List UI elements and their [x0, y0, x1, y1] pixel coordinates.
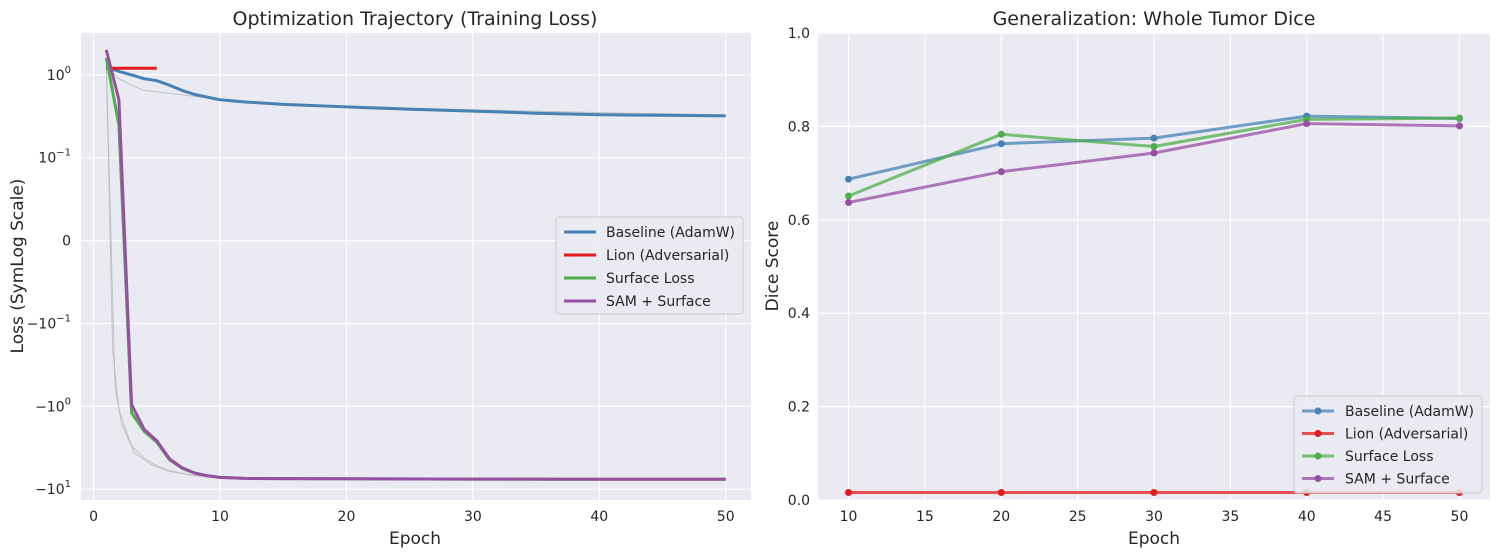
- dice-x-tick-label: 40: [1298, 509, 1316, 525]
- dice-point-sam-surface: [1456, 122, 1463, 130]
- loss-y-axis-label: Loss (SymLog Scale): [8, 179, 28, 354]
- loss-legend-label: Baseline (AdamW): [606, 225, 735, 241]
- dice-legend-label: Surface Loss: [1345, 449, 1434, 465]
- dice-legend-marker: [1314, 475, 1322, 482]
- loss-chart-title: Optimization Trajectory (Training Loss): [233, 8, 598, 30]
- dice-legend-label: SAM + Surface: [1345, 472, 1450, 488]
- dice-point-lion-adversarial: [997, 489, 1005, 496]
- dice-x-tick-label: 10: [840, 509, 858, 525]
- dice-point-sam-surface: [845, 199, 852, 206]
- loss-gridlines: [81, 33, 751, 500]
- dice-legend-label: Baseline (AdamW): [1345, 404, 1474, 420]
- dice-legend-label: Lion (Adversarial): [1345, 427, 1468, 443]
- dice-x-tick-label: 30: [1145, 509, 1163, 525]
- loss-line-sam-surface: [104, 49, 726, 481]
- dice-x-tick-label: 25: [1069, 509, 1087, 525]
- loss-legend-label: SAM + Surface: [606, 294, 711, 310]
- loss-y-tick-label: −10−1: [27, 313, 71, 332]
- loss-legend: Baseline (AdamW) Lion (Adversarial) Surfac…: [555, 216, 744, 315]
- dice-y-tick-label: 0.4: [788, 306, 810, 322]
- loss-series: [104, 49, 726, 481]
- dice-y-tick-label: 1.0: [788, 26, 810, 42]
- dice-point-sam-surface: [1150, 149, 1158, 157]
- dice-point-surface-loss: [1150, 143, 1158, 150]
- dice-legend-marker: [1314, 430, 1322, 437]
- loss-legend-box: [555, 216, 744, 315]
- loss-legend-label: Lion (Adversarial): [606, 248, 729, 264]
- dice-y-tick-label: 0.6: [788, 213, 810, 229]
- dice-x-tick-label: 45: [1374, 509, 1392, 525]
- loss-x-tick-label: 30: [464, 509, 482, 525]
- dice-point-baseline-adamw: [845, 175, 852, 183]
- loss-chart: Optimization Trajectory (Training Loss) …: [8, 8, 751, 549]
- loss-y-tick-label: −101: [35, 479, 71, 498]
- dice-point-lion-adversarial: [1150, 489, 1158, 496]
- dice-legend: Baseline (AdamW) Lion (Adversarial) Surfac…: [1293, 395, 1483, 494]
- loss-y-tick-label: 0: [62, 234, 71, 250]
- dice-point-baseline-adamw: [997, 140, 1005, 148]
- dice-x-axis-label: Epoch: [1128, 529, 1180, 549]
- loss-x-tick-label: 10: [211, 509, 229, 525]
- loss-x-tick-label: 50: [717, 509, 735, 525]
- dice-legend-marker: [1314, 407, 1322, 415]
- loss-y-tick-label: 10−1: [38, 148, 71, 167]
- loss-x-tick-label: 20: [338, 509, 356, 525]
- dice-legend-marker: [1314, 452, 1322, 460]
- dice-x-tick-label: 20: [992, 509, 1010, 525]
- loss-x-axis-label: Epoch: [389, 529, 441, 549]
- dice-point-surface-loss: [1456, 114, 1463, 122]
- dice-x-tick-label: 35: [1221, 509, 1239, 525]
- dice-x-tick-label: 50: [1451, 509, 1469, 525]
- dice-point-baseline-adamw: [1150, 134, 1158, 142]
- loss-x-tick-label: 0: [89, 509, 98, 525]
- dice-y-tick-label: 0.8: [788, 119, 810, 135]
- dice-y-tick-label: 0.2: [788, 400, 810, 416]
- dice-y-tick-label: 0.0: [788, 493, 810, 509]
- dice-legend-box: [1293, 395, 1483, 494]
- dice-chart: Generalization: Whole Tumor Dice 10 15 20 2…: [763, 8, 1490, 549]
- dice-point-sam-surface: [1303, 120, 1311, 128]
- loss-legend-label: Surface Loss: [606, 271, 695, 287]
- dice-x-ticks: 10 15 20 25 30 35 40 45 50: [840, 509, 1469, 525]
- dice-x-tick-label: 15: [916, 509, 934, 525]
- dice-point-sam-surface: [997, 168, 1005, 176]
- loss-x-tick-label: 40: [590, 509, 608, 525]
- dice-y-ticks: 1.0 0.8 0.6 0.4 0.2 0.0: [788, 26, 810, 509]
- dice-point-lion-adversarial: [845, 489, 852, 496]
- loss-x-ticks: 0 10 20 30 40 50: [89, 509, 734, 525]
- loss-y-tick-label: 100: [47, 65, 71, 84]
- dice-point-surface-loss: [997, 130, 1005, 138]
- loss-y-ticks: 100 10−1 0 −10−1 −100 −101: [27, 65, 71, 498]
- dice-point-surface-loss: [845, 192, 852, 200]
- loss-line-baseline-adamw: [105, 65, 726, 118]
- loss-y-tick-label: −100: [35, 396, 71, 415]
- dice-chart-title: Generalization: Whole Tumor Dice: [993, 8, 1316, 30]
- dice-y-axis-label: Dice Score: [763, 221, 783, 312]
